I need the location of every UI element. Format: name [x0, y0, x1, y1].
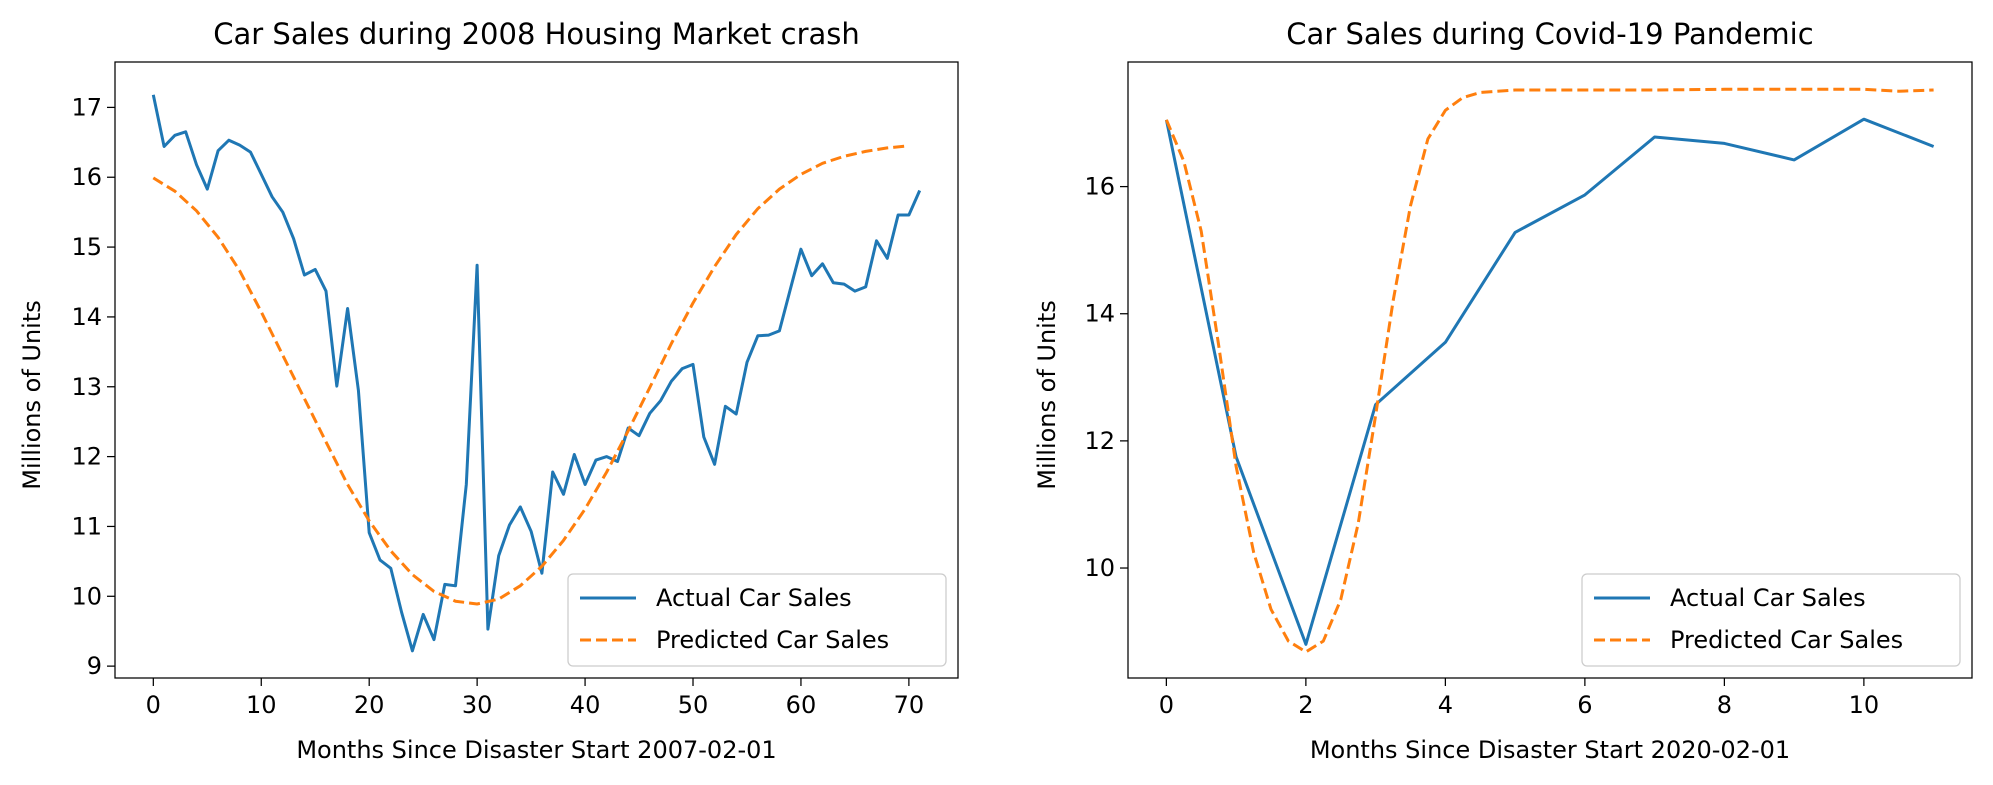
plot-frame [1127, 61, 1973, 679]
y-tick-label: 10 [71, 582, 102, 610]
y-tick-label: 16 [71, 163, 102, 191]
y-tick-label: 11 [71, 512, 102, 540]
chart-title: Car Sales during 2008 Housing Market cra… [213, 17, 860, 51]
predicted-sales-line [1165, 87, 1934, 654]
y-tick-label: 9 [87, 652, 102, 680]
x-tick-label: 4 [1438, 691, 1453, 719]
y-tick-label: 10 [1084, 554, 1115, 582]
plot-frame [114, 61, 959, 679]
x-tick-label: 50 [678, 691, 709, 719]
x-tick-label: 0 [1159, 691, 1174, 719]
y-tick-label: 14 [1084, 300, 1115, 328]
legend-entry: Predicted Car Sales [1670, 626, 1903, 654]
y-tick-label: 14 [71, 303, 102, 331]
x-tick-label: 6 [1577, 691, 1592, 719]
y-tick-label: 16 [1084, 173, 1115, 201]
chart-title: Car Sales during Covid-19 Pandemic [1286, 17, 1813, 51]
y-axis-label: Millions of Units [18, 300, 46, 490]
x-tick-label: 0 [146, 691, 161, 719]
y-axis-label: Millions of Units [1033, 300, 1061, 490]
legend-entry: Actual Car Sales [656, 584, 852, 612]
x-tick-label: 10 [246, 691, 277, 719]
x-tick-label: 30 [462, 691, 493, 719]
actual-sales-line [151, 94, 922, 653]
x-tick-label: 20 [354, 691, 385, 719]
panel-covid: Car Sales during Covid-19 Pandemic Month… [1033, 17, 1973, 764]
x-tick-label: 60 [786, 691, 817, 719]
legend-box [1581, 573, 1961, 667]
x-tick-label: 40 [570, 691, 601, 719]
y-tick-label: 15 [71, 233, 102, 261]
legend: Actual Car Sales Predicted Car Sales [567, 573, 947, 667]
y-tick-label: 12 [71, 443, 102, 471]
predicted-sales-line [152, 144, 910, 606]
x-axis-label: Months Since Disaster Start 2007-02-01 [296, 736, 776, 764]
x-tick-label: 2 [1298, 691, 1313, 719]
legend-entry: Actual Car Sales [1670, 584, 1866, 612]
y-tick-label: 13 [71, 373, 102, 401]
x-tick-label: 70 [894, 691, 925, 719]
legend-box [567, 573, 947, 667]
panel-housing-crash: Car Sales during 2008 Housing Market cra… [18, 17, 959, 764]
y-tick-label: 17 [71, 93, 102, 121]
y-tick-label: 12 [1084, 427, 1115, 455]
x-axis-label: Months Since Disaster Start 2020-02-01 [1310, 736, 1790, 764]
actual-sales-line [1164, 117, 1935, 646]
legend-entry: Predicted Car Sales [656, 626, 889, 654]
legend: Actual Car Sales Predicted Car Sales [1581, 573, 1961, 667]
x-tick-label: 8 [1717, 691, 1732, 719]
x-tick-label: 10 [1849, 691, 1880, 719]
